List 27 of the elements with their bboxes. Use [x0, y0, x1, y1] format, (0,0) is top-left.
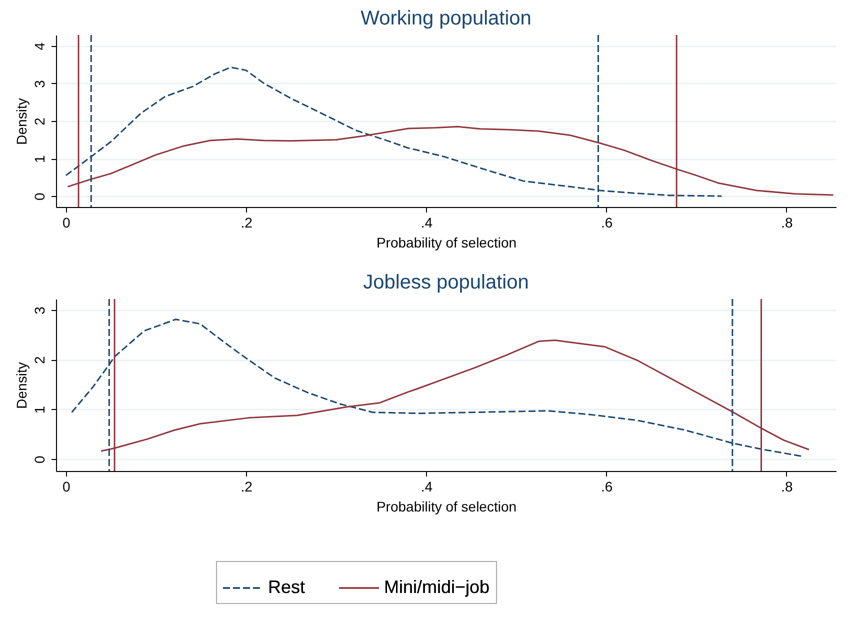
y-tick-label: 2	[32, 117, 48, 126]
x-tick-label: .6	[600, 478, 613, 494]
x-tick-label: .4	[420, 478, 433, 494]
y-tick-label: 1	[32, 154, 48, 163]
x-tick-label: .2	[240, 478, 253, 494]
x-axis-title: Probability of selection	[376, 234, 517, 250]
legend-label: Mini/midi−job	[384, 577, 490, 597]
y-axis-title: Density	[14, 362, 30, 409]
x-tick-label: .8	[781, 478, 794, 494]
x-tick-label: 0	[62, 214, 71, 230]
y-tick-label: 4	[32, 42, 48, 50]
y-tick-label: 3	[32, 80, 48, 88]
y-tick-label: 2	[32, 356, 48, 364]
y-tick-label: 3	[32, 306, 48, 314]
x-tick-label: .6	[600, 214, 613, 230]
legend-label: Rest	[268, 577, 306, 597]
x-tick-label: 0	[62, 478, 71, 494]
x-tick-label: .8	[781, 214, 794, 230]
y-axis-title: Density	[14, 98, 30, 145]
x-tick-label: .2	[240, 214, 253, 230]
x-axis-title: Probability of selection	[376, 498, 517, 514]
x-tick-label: .4	[420, 214, 433, 230]
y-tick-label: 0	[32, 192, 48, 201]
y-tick-label: 0	[32, 455, 48, 464]
y-tick-label: 1	[32, 406, 48, 414]
chart-title: Jobless population	[363, 271, 529, 294]
chart-title: Working population	[360, 7, 532, 30]
